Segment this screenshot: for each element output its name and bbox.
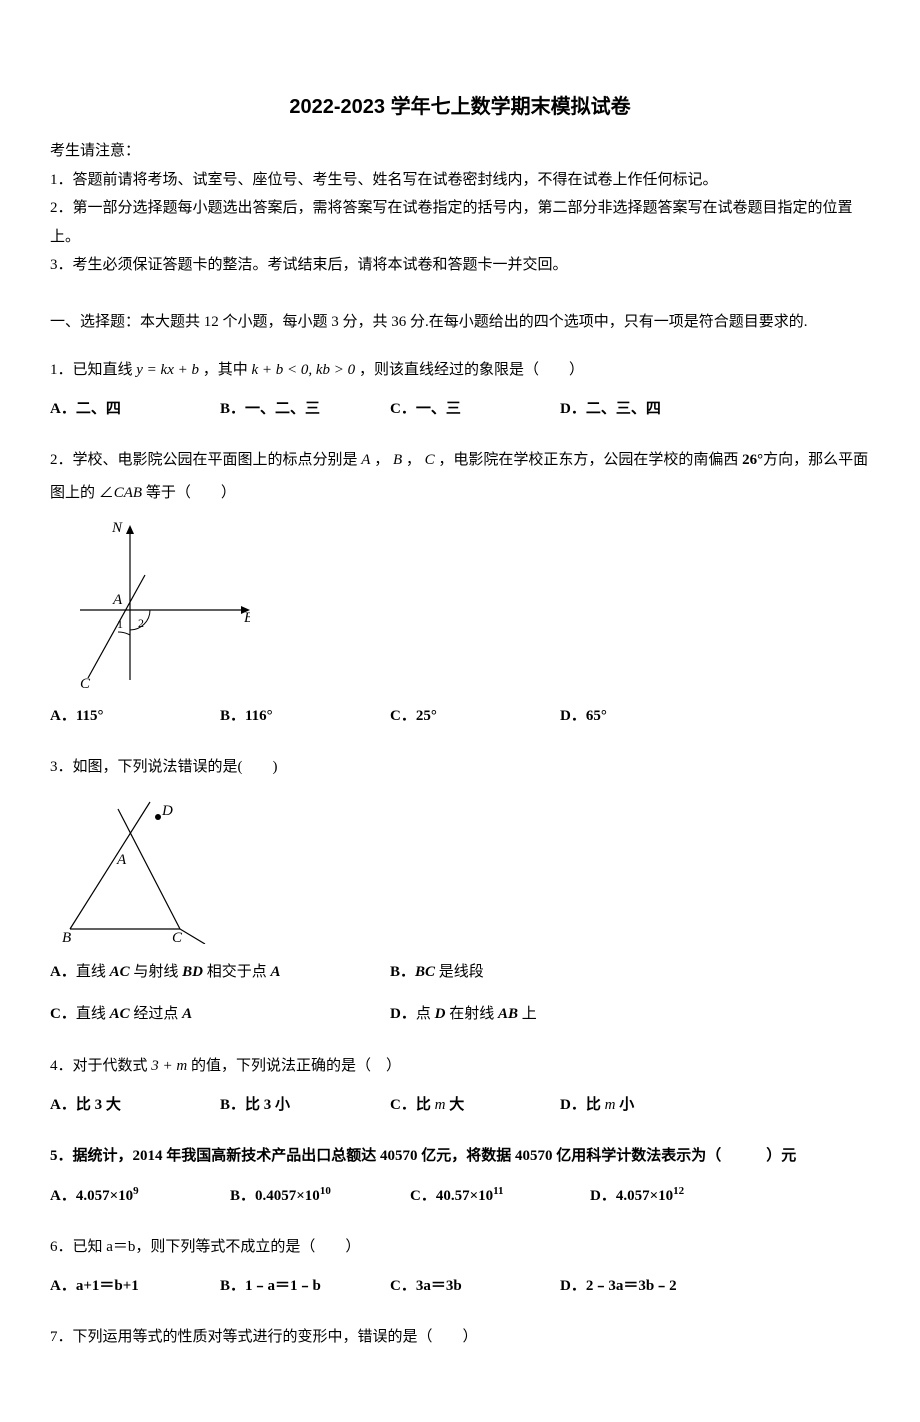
question-7: 7．下列运用等式的性质对等式进行的变形中，错误的是（ ） — [50, 1321, 870, 1354]
q1-mid: ，其中 — [199, 362, 252, 378]
q6-options: A．a+1＝b+1 B．1﹣a＝1﹣b C．3a＝3b D．2﹣3a＝3b﹣2 — [50, 1270, 870, 1303]
q4-options: A．比 3 大 B．比 3 小 C．比 m 大 D．比 m 小 — [50, 1089, 870, 1122]
q4-text: 4．对于代数式 3 + m 的值，下列说法正确的是（ ） — [50, 1050, 870, 1083]
q2-optB: B．116° — [220, 700, 390, 733]
q3-label-C: C — [172, 930, 183, 944]
q1-post: ，则该直线经过的象限是（ ） — [355, 362, 584, 378]
instruction-line-3: 3．考生必须保证答题卡的整洁。考试结束后，请将本试卷和答题卡一并交回。 — [50, 251, 870, 280]
q4-expr: 3 + m — [151, 1058, 187, 1074]
q2-label-ang1: 1 — [117, 617, 123, 631]
q3-figure: D A B C — [50, 794, 870, 944]
question-2: 2．学校、电影院公园在平面图上的标点分别是 A ， B ， C ，电影院在学校正… — [50, 444, 870, 733]
q2-label-N: N — [111, 520, 123, 536]
q3-svg: D A B C — [50, 794, 230, 944]
q1-options: A．二、四 B．一、二、三 C．一、三 D．二、三、四 — [50, 393, 870, 426]
q4-pre: 4．对于代数式 — [50, 1058, 151, 1074]
q3-label-B: B — [62, 930, 71, 944]
q5-optA: A．4.057×109 — [50, 1179, 230, 1213]
q3-optD: D．点 D 在射线 AB 上 — [390, 996, 870, 1032]
q6-text: 6．已知 a＝b，则下列等式不成立的是（ ） — [50, 1231, 870, 1264]
q1-optB: B．一、二、三 — [220, 393, 390, 426]
instruction-line-1: 1．答题前请将考场、试室号、座位号、考生号、姓名写在试卷密封线内，不得在试卷上作… — [50, 166, 870, 195]
q4-optB: B．比 3 小 — [220, 1089, 390, 1122]
q7-text: 7．下列运用等式的性质对等式进行的变形中，错误的是（ ） — [50, 1321, 870, 1354]
q1-optD: D．二、三、四 — [560, 393, 730, 426]
q1-optC: C．一、三 — [390, 393, 560, 426]
q2-optA: A．115° — [50, 700, 220, 733]
q6-optB: B．1﹣a＝1﹣b — [220, 1270, 390, 1303]
q3-text: 3．如图，下列说法错误的是( ) — [50, 751, 870, 784]
q4-optA: A．比 3 大 — [50, 1089, 220, 1122]
q5-text: 5．据统计，2014 年我国高新技术产品出口总额达 40570 亿元，将数据 4… — [50, 1140, 870, 1173]
q5-optD: D．4.057×1012 — [590, 1179, 770, 1213]
q2-text-content: 2．学校、电影院公园在平面图上的标点分别是 A ， B ， C ，电影院在学校正… — [50, 452, 868, 501]
q4-post: 的值，下列说法正确的是（ ） — [187, 1058, 401, 1074]
instructions-block: 考生请注意： 1．答题前请将考场、试室号、座位号、考生号、姓名写在试卷密封线内，… — [50, 137, 870, 280]
q2-figure: N A B C 1 2 — [50, 520, 870, 690]
question-1: 1．已知直线 y = kx + b ，其中 k + b < 0, kb > 0 … — [50, 354, 870, 426]
q3-options: A．直线 AC 与射线 BD 相交于点 A B．BC 是线段 C．直线 AC 经… — [50, 954, 870, 1032]
q6-optA: A．a+1＝b+1 — [50, 1270, 220, 1303]
q2-label-ang2: 2 — [138, 616, 144, 630]
q1-optA: A．二、四 — [50, 393, 220, 426]
question-5: 5．据统计，2014 年我国高新技术产品出口总额达 40570 亿元，将数据 4… — [50, 1140, 870, 1213]
q1-eq2: k + b < 0, kb > 0 — [252, 362, 356, 378]
q2-svg: N A B C 1 2 — [50, 520, 250, 690]
q1-text: 1．已知直线 y = kx + b ，其中 k + b < 0, kb > 0 … — [50, 354, 870, 387]
question-6: 6．已知 a＝b，则下列等式不成立的是（ ） A．a+1＝b+1 B．1﹣a＝1… — [50, 1231, 870, 1303]
q4-optD: D．比 m 小 — [560, 1089, 730, 1122]
q2-label-C: C — [80, 676, 91, 690]
q4-optC: C．比 m 大 — [390, 1089, 560, 1122]
q2-options: A．115° B．116° C．25° D．65° — [50, 700, 870, 733]
q2-optD: D．65° — [560, 700, 730, 733]
instruction-line-2: 2．第一部分选择题每小题选出答案后，需将答案写在试卷指定的括号内，第二部分非选择… — [50, 194, 870, 251]
question-4: 4．对于代数式 3 + m 的值，下列说法正确的是（ ） A．比 3 大 B．比… — [50, 1050, 870, 1122]
instructions-heading: 考生请注意： — [50, 137, 870, 166]
q5-options: A．4.057×109 B．0.4057×1010 C．40.57×1011 D… — [50, 1179, 870, 1213]
q3-optC: C．直线 AC 经过点 A — [50, 996, 390, 1032]
q5-optB: B．0.4057×1010 — [230, 1179, 410, 1213]
q1-eq1: y = kx + b — [136, 362, 199, 378]
q2-optC: C．25° — [390, 700, 560, 733]
q6-optD: D．2﹣3a＝3b﹣2 — [560, 1270, 730, 1303]
q3-optA: A．直线 AC 与射线 BD 相交于点 A — [50, 954, 390, 990]
q3-label-A: A — [116, 852, 127, 868]
q2-text: 2．学校、电影院公园在平面图上的标点分别是 A ， B ， C ，电影院在学校正… — [50, 444, 870, 510]
question-3: 3．如图，下列说法错误的是( ) D A B C A．直线 AC 与射线 BD … — [50, 751, 870, 1032]
q6-optC: C．3a＝3b — [390, 1270, 560, 1303]
q5-optC: C．40.57×1011 — [410, 1179, 590, 1213]
q2-label-B: B — [244, 610, 250, 626]
page-title: 2022-2023 学年七上数学期末模拟试卷 — [50, 90, 870, 119]
q1-pre: 1．已知直线 — [50, 362, 136, 378]
q3-optB: B．BC 是线段 — [390, 954, 870, 990]
q2-label-A: A — [112, 592, 123, 608]
q3-label-D: D — [161, 803, 173, 819]
section-1-header: 一、选择题：本大题共 12 个小题，每小题 3 分，共 36 分.在每小题给出的… — [50, 308, 870, 337]
